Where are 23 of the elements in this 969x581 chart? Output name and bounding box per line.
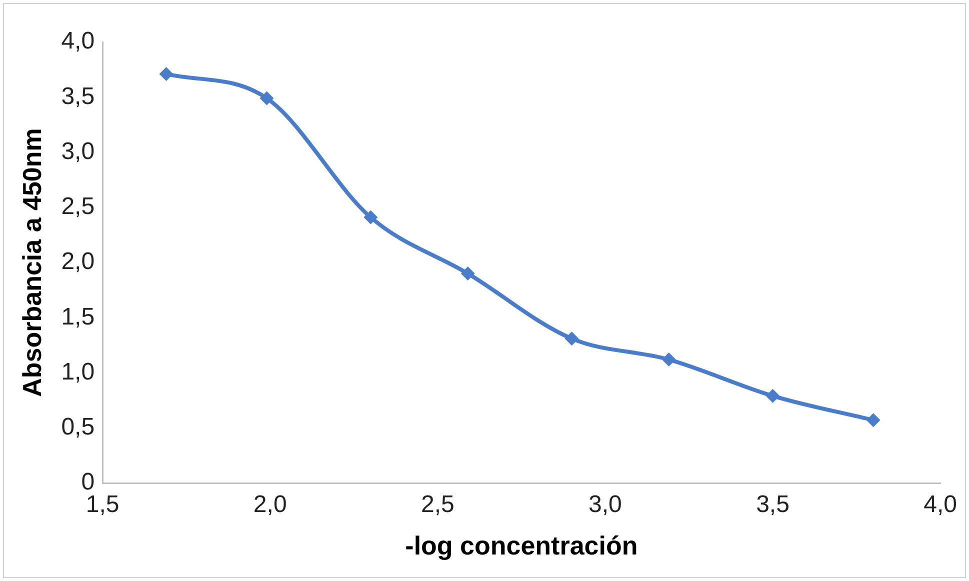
point: [866, 413, 880, 428]
point: [766, 388, 780, 403]
y-tick-label: 1,0: [61, 358, 95, 386]
x-tick-label: 3,0: [588, 491, 622, 518]
point: [564, 332, 579, 346]
y-axis-title: Absorbancia a 450nm: [16, 128, 47, 397]
y-tick-label: 0,5: [61, 414, 95, 440]
y-tick-label: 2,5: [61, 193, 95, 220]
point: [460, 266, 475, 281]
y-tick-label: 2,0: [61, 248, 95, 276]
x-tick-label: 2,0: [253, 491, 287, 518]
point: [364, 210, 378, 224]
y-tick-label: 3,0: [61, 138, 95, 165]
y-tick-label: 4,0: [61, 28, 95, 55]
y-tick-label: 3,5: [61, 82, 95, 110]
point: [159, 66, 174, 81]
x-tick-label: 4,0: [924, 491, 958, 518]
y-tick-label: 1,5: [61, 303, 95, 330]
point: [662, 352, 676, 367]
point: [260, 91, 274, 106]
x-tick-label: 3,5: [756, 491, 790, 518]
x-tick-label: 2,5: [420, 491, 454, 518]
x-axis-title: -log concentración: [405, 530, 638, 561]
